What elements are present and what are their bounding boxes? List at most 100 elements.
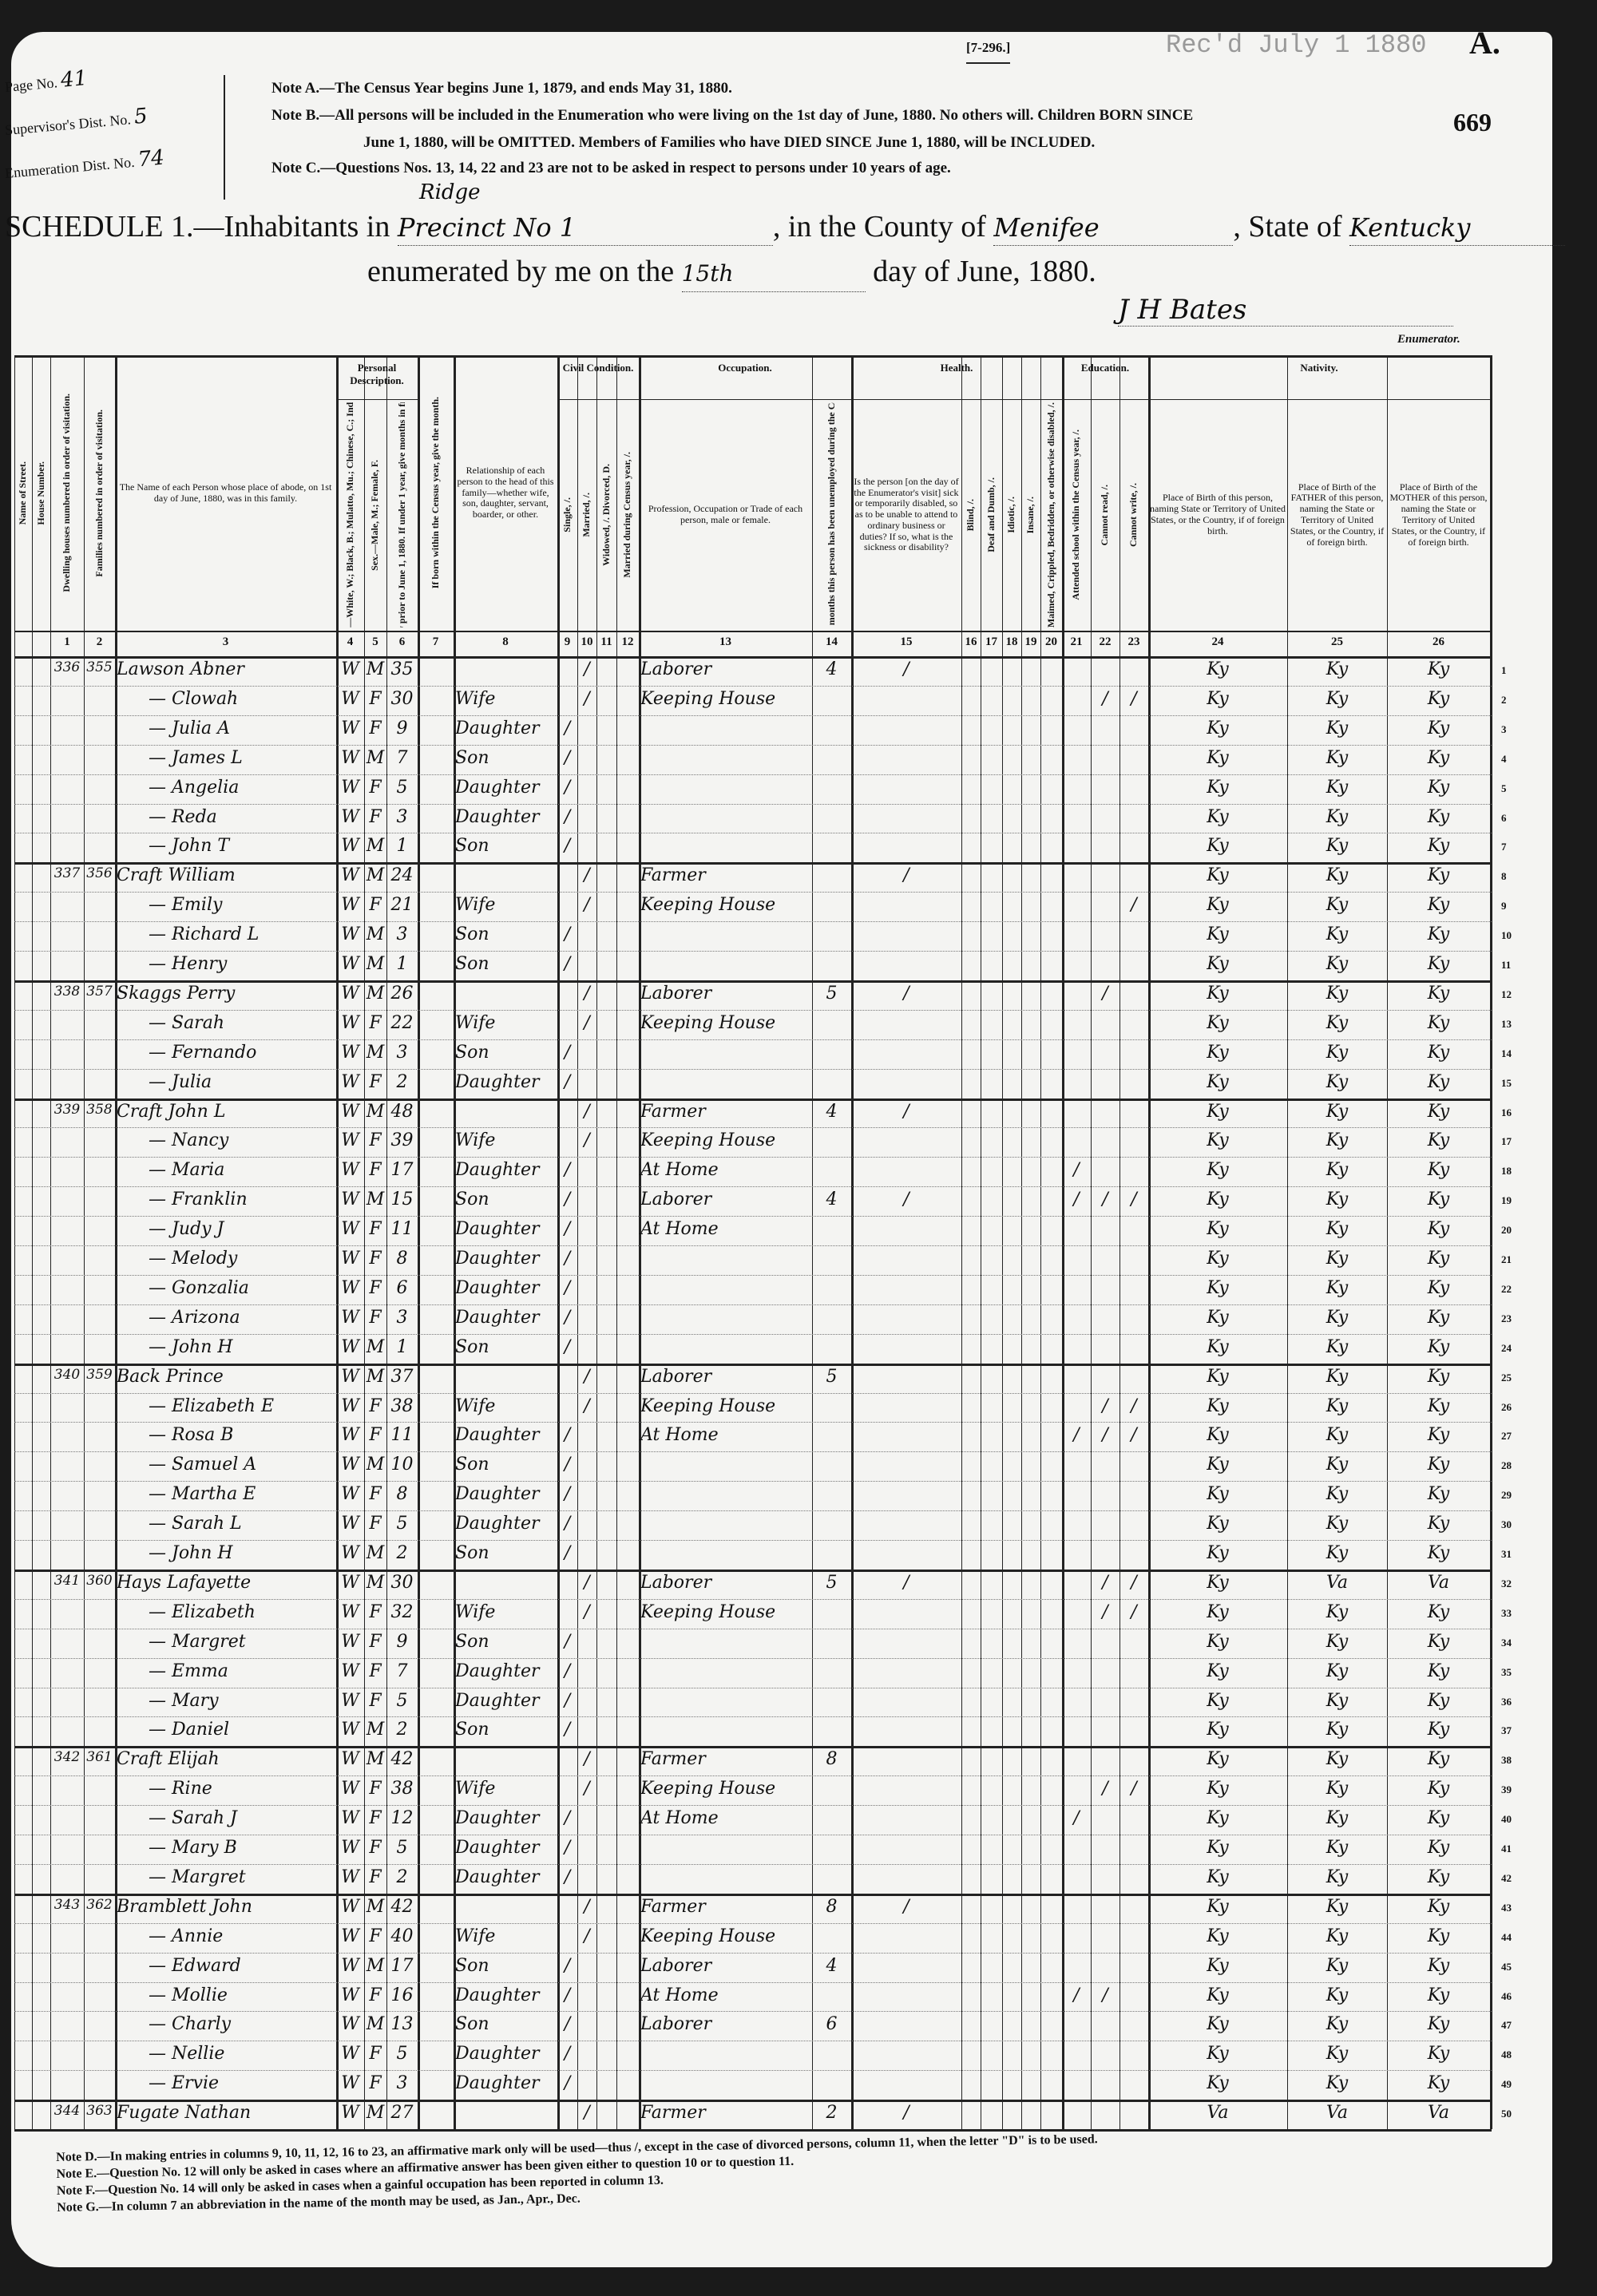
cell-color: W [341, 1455, 359, 1475]
family-divider [14, 1098, 1492, 1101]
column-header-text: Attended school within the Census year, … [1070, 430, 1082, 600]
column-number: 15 [900, 635, 913, 648]
cell-bpf: Ky [1326, 1808, 1349, 1829]
row-number: 24 [1501, 1341, 1512, 1354]
cell-bpf: Ky [1326, 1661, 1349, 1681]
cell-fam: 357 [86, 983, 113, 1000]
column-header-street: Name of Street. [16, 358, 30, 627]
cell-rel: Daughter [455, 1985, 540, 2005]
cell-single: / [564, 1277, 571, 1298]
cell-bpm: Ky [1427, 1071, 1450, 1092]
cell-write: / [1131, 1572, 1137, 1593]
day-value: 15th [681, 256, 866, 292]
cell-bpm: Ky [1427, 2014, 1450, 2035]
cell-occ: Laborer [640, 659, 712, 679]
row-rule [14, 1068, 1492, 1070]
column-header-c24: Place of Birth of this person, naming St… [1150, 402, 1286, 627]
cell-color: W [341, 2073, 359, 2094]
column-number: 20 [1045, 635, 1057, 648]
cell-write: / [1131, 1779, 1137, 1799]
cell-name: Craft John L [117, 1101, 226, 1122]
page-number: Page No. 41 [4, 66, 89, 99]
cell-bpm: Ky [1427, 1926, 1450, 1946]
cell-single: / [564, 1307, 571, 1328]
cell-bp: Ky [1207, 1749, 1229, 1770]
cell-rel: Son [455, 1042, 489, 1063]
cell-sick: / [903, 1572, 909, 1593]
cell-rel: Daughter [455, 777, 540, 798]
cell-bpm: Ky [1427, 895, 1450, 916]
enumeration-value: 74 [137, 145, 166, 172]
column-header-c15: Is the person [on the day of the Enumera… [853, 402, 960, 627]
cell-rel: Son [455, 1631, 489, 1652]
cell-unemp: 4 [826, 1190, 838, 1210]
cell-rel: Wife [455, 1779, 496, 1799]
cell-bpm: Ky [1427, 1514, 1450, 1534]
family-divider [14, 2100, 1492, 2103]
cell-age: 5 [396, 777, 408, 798]
column-number: 19 [1024, 635, 1037, 648]
cell-rel: Wife [455, 895, 496, 916]
row-rule [14, 1422, 1492, 1423]
column-number: 18 [1005, 635, 1018, 648]
family-divider [14, 1893, 1492, 1896]
cell-occ: Keeping House [640, 1926, 776, 1946]
column-header-text: Color.—White, W.; Black, B.; Mulatto, Mu… [343, 402, 355, 627]
cell-occ: At Home [640, 1808, 719, 1829]
cell-single: / [564, 1720, 571, 1740]
cell-bpf: Va [1326, 1572, 1348, 1593]
cell-rel: Son [455, 1720, 489, 1740]
cell-bp: Ky [1207, 2073, 1229, 2094]
cell-name: — Daniel [149, 1720, 230, 1740]
cell-single: / [564, 1249, 571, 1269]
cell-sex: F [369, 1866, 382, 1887]
cell-name: — Mollie [149, 1985, 228, 2005]
cell-color: W [341, 777, 359, 798]
cell-bp: Ky [1207, 1955, 1229, 1976]
cell-color: W [341, 1779, 359, 1799]
cell-single: / [564, 1985, 571, 2005]
cell-single: / [564, 1661, 571, 1681]
row-number: 25 [1501, 1371, 1512, 1384]
cell-bp: Ky [1207, 865, 1229, 886]
supervisor-value: 5 [133, 104, 149, 129]
row-rule [14, 1922, 1492, 1924]
cell-bpf: Ky [1326, 1985, 1349, 2005]
cell-color: W [341, 1955, 359, 1976]
cell-sex: M [366, 983, 385, 1004]
cell-age: 11 [390, 1219, 414, 1240]
cell-rel: Daughter [455, 1866, 540, 1887]
cell-bp: Ky [1207, 1572, 1229, 1593]
cell-married: / [584, 865, 590, 886]
cell-sex: F [369, 1838, 382, 1858]
cell-sex: M [366, 1336, 385, 1357]
cell-rel: Son [455, 836, 489, 857]
page-value: 41 [59, 66, 89, 93]
cell-bp: Ky [1207, 777, 1229, 798]
cell-bpf: Ky [1326, 1395, 1349, 1416]
cell-bpm: Ky [1427, 1985, 1450, 2005]
column-number: 9 [564, 635, 571, 648]
cell-name: — Emily [149, 895, 223, 916]
row-rule [14, 892, 1492, 893]
cell-age: 17 [390, 1955, 414, 1976]
cell-bp: Ky [1207, 1425, 1229, 1446]
cell-rel: Daughter [455, 1514, 540, 1534]
cell-name: — Fernando [149, 1042, 257, 1063]
cell-sex: M [366, 2014, 385, 2035]
cell-dw: 337 [53, 865, 81, 882]
cell-bpm: Ky [1427, 1307, 1450, 1328]
column-divider [557, 355, 560, 2129]
cell-sex: M [366, 1042, 385, 1063]
cell-color: W [341, 1484, 359, 1505]
cell-bpf: Ky [1326, 1101, 1349, 1122]
cell-bp: Ky [1207, 1896, 1229, 1917]
cell-bpm: Ky [1427, 1190, 1450, 1210]
cell-sex: F [369, 718, 382, 738]
row-number: 38 [1501, 1754, 1512, 1767]
cell-school: / [1073, 1808, 1080, 1829]
cell-age: 7 [396, 1661, 408, 1681]
cell-age: 5 [396, 2044, 408, 2064]
cell-single: / [564, 806, 571, 827]
cell-age: 17 [390, 1160, 414, 1181]
